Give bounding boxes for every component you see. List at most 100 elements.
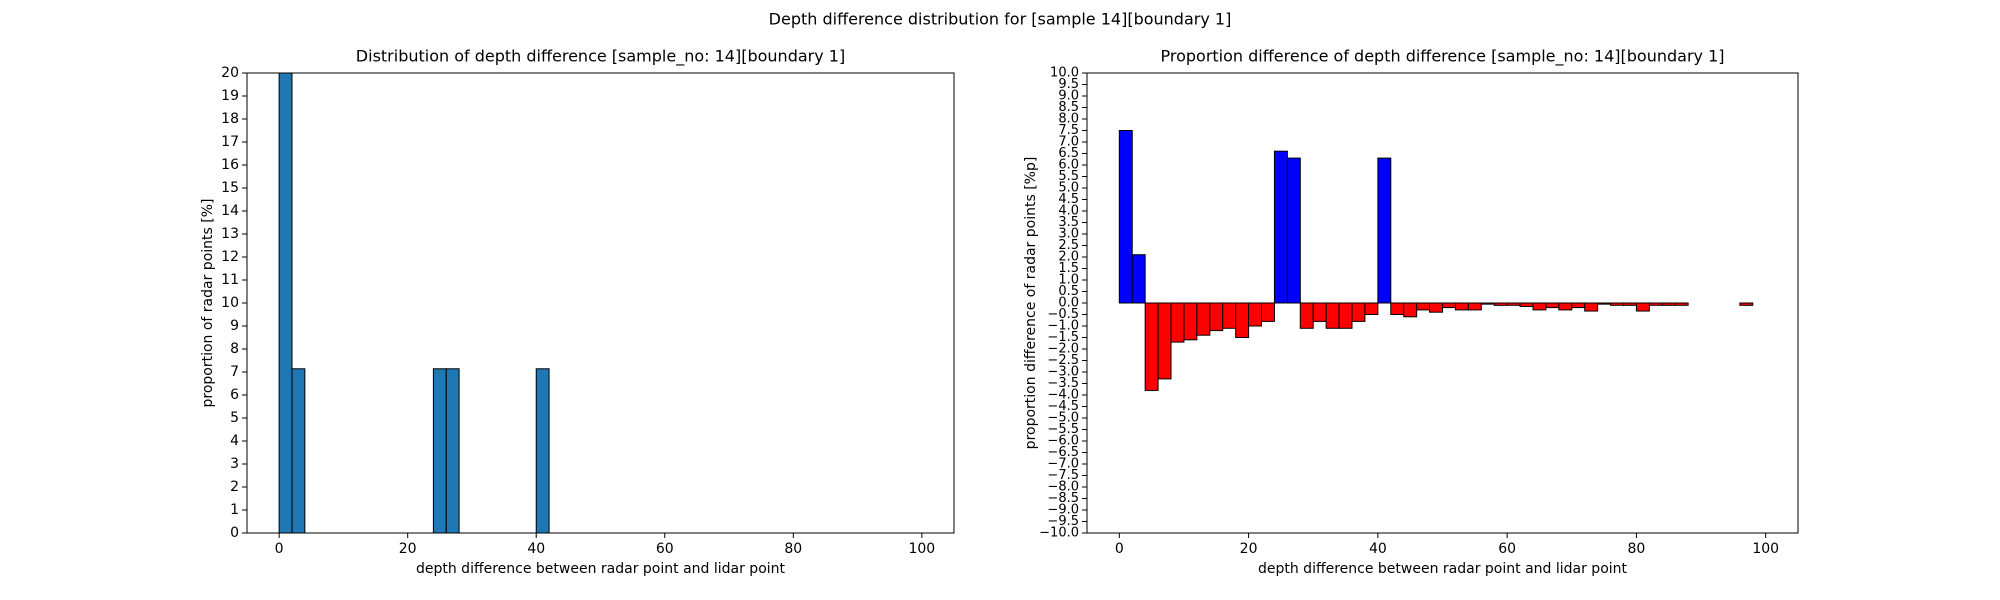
bar — [535, 368, 550, 533]
bar — [1144, 302, 1159, 391]
y-tick-label: −5.5 — [1047, 422, 1079, 437]
bar — [1222, 302, 1237, 329]
bar — [1493, 302, 1508, 306]
bar — [1429, 302, 1444, 313]
y-tick-label: 20 — [221, 65, 239, 81]
bar — [1545, 302, 1560, 309]
y-tick-label: 5.5 — [1058, 169, 1079, 184]
bar — [1183, 302, 1198, 341]
y-tick-label: 3.0 — [1058, 227, 1079, 242]
bar — [1610, 302, 1624, 306]
bar — [1351, 302, 1366, 322]
y-tick-label: −8.5 — [1047, 491, 1079, 506]
bar — [1235, 302, 1250, 338]
y-tick-label: 0 — [230, 525, 239, 541]
y-tick-label: 4.0 — [1058, 204, 1079, 219]
bar — [445, 368, 460, 533]
bar — [1597, 302, 1612, 305]
bar — [1248, 302, 1263, 327]
bar — [1377, 157, 1392, 304]
chart-title: Distribution of depth difference [sample… — [356, 47, 845, 67]
y-axis-label: proportion of radar points [%] — [200, 198, 216, 407]
y-tick-label: 2 — [230, 479, 239, 495]
y-tick-label: 3 — [230, 456, 239, 472]
bar — [1635, 302, 1650, 312]
x-axis-label: depth difference between radar point and… — [1258, 561, 1628, 577]
plot-area — [1118, 130, 1754, 391]
y-tick-label: 8.0 — [1058, 112, 1079, 127]
y-tick-label: −6.0 — [1047, 434, 1079, 449]
bar — [1286, 157, 1301, 304]
bar — [1416, 302, 1431, 311]
x-axis-label: depth difference between radar point and… — [416, 561, 786, 577]
x-tick-label: 0 — [275, 541, 284, 557]
y-tick-label: 0.5 — [1058, 284, 1079, 299]
y-tick-label: 7 — [230, 364, 239, 380]
y-tick-label: −7.0 — [1047, 457, 1079, 472]
y-tick-label: 19 — [221, 88, 239, 104]
axes-frame — [1086, 72, 1799, 534]
bar — [1467, 302, 1482, 311]
y-tick-label: 7.0 — [1058, 135, 1079, 150]
y-tick-label: 5.0 — [1058, 181, 1079, 196]
y-tick-label: −2.0 — [1047, 342, 1079, 357]
y-tick-label: −4.5 — [1047, 399, 1079, 414]
y-tick-label: 9.5 — [1058, 77, 1079, 92]
plot-area — [278, 73, 550, 533]
bar — [1261, 302, 1275, 322]
y-tick-label: 2.0 — [1058, 250, 1079, 265]
x-tick-label: 20 — [1240, 541, 1258, 557]
bar — [1299, 302, 1314, 329]
bar — [1131, 254, 1146, 304]
bar — [1196, 302, 1211, 336]
y-tick-label: 5 — [230, 410, 239, 426]
y-tick-label: −9.0 — [1047, 503, 1079, 518]
y-tick-label: 4 — [230, 433, 239, 449]
y-tick-label: −3.5 — [1047, 376, 1079, 391]
bar — [1532, 302, 1547, 311]
bar — [1170, 302, 1185, 343]
x-tick-label: 100 — [908, 541, 935, 557]
y-tick-label: 15 — [221, 180, 239, 196]
y-tick-label: −4.0 — [1047, 388, 1079, 403]
bar — [1454, 302, 1469, 311]
bar — [1403, 302, 1418, 318]
x-tick-label: 80 — [784, 541, 802, 557]
chart-title: Proportion difference of depth differenc… — [1160, 47, 1724, 67]
y-tick-label: −9.5 — [1047, 514, 1079, 529]
y-tick-label: 2.5 — [1058, 238, 1079, 253]
y-tick-label: 17 — [221, 134, 239, 150]
y-tick-label: 16 — [221, 157, 239, 173]
y-tick-label: −1.5 — [1047, 330, 1079, 345]
y-tick-label: −10.0 — [1039, 526, 1079, 541]
bar — [1338, 302, 1353, 329]
x-tick-label: 40 — [527, 541, 545, 557]
y-tick-label: 12 — [221, 249, 239, 265]
y-tick-label: 10 — [221, 295, 239, 311]
bar — [1506, 302, 1521, 306]
x-tick-label: 60 — [656, 541, 674, 557]
bar — [1661, 302, 1676, 306]
bar — [1157, 302, 1172, 380]
bar — [278, 73, 293, 533]
bar — [1312, 302, 1327, 322]
bar — [1390, 302, 1405, 315]
y-tick-label: 9 — [230, 318, 239, 334]
y-tick-label: 10.0 — [1050, 66, 1079, 81]
bar — [1648, 302, 1663, 306]
bar — [432, 368, 447, 533]
y-tick-label: 14 — [221, 203, 239, 219]
y-tick-label: −0.5 — [1047, 307, 1079, 322]
y-tick-label: 0.0 — [1058, 296, 1079, 311]
y-tick-label: 8.5 — [1058, 100, 1079, 115]
y-tick-label: 4.5 — [1058, 192, 1079, 207]
bar — [1442, 302, 1456, 309]
y-tick-label: −1.0 — [1047, 319, 1079, 334]
bar — [1364, 302, 1379, 315]
figure-title: Depth difference distribution for [sampl… — [769, 10, 1232, 29]
y-tick-label: 11 — [221, 272, 239, 288]
bar — [1584, 302, 1599, 312]
x-tick-label: 20 — [399, 541, 417, 557]
x-tick-label: 80 — [1627, 541, 1645, 557]
